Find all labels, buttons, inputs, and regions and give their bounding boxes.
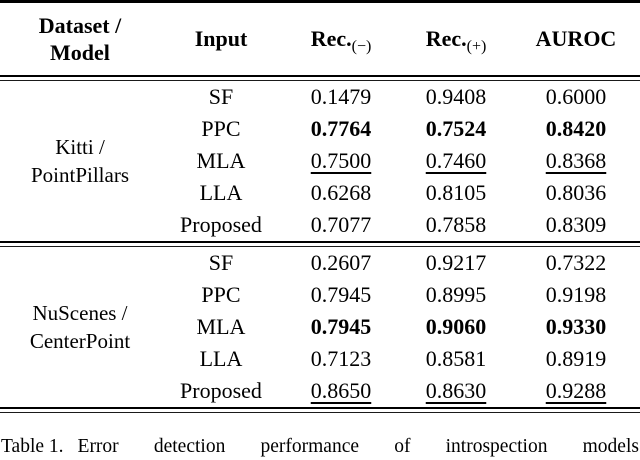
rec-pos-cell: 0.9408 xyxy=(425,84,487,109)
header-input: Input xyxy=(194,26,248,52)
caption-word: performance xyxy=(260,436,360,457)
underlined-value: 0.8650 xyxy=(310,378,372,403)
rec-pos-cell: 0.7524 xyxy=(425,116,487,141)
rec-neg-cell: 0.1479 xyxy=(310,84,372,109)
auroc-cell: 0.8420 xyxy=(545,116,607,141)
table-rule-bottom xyxy=(0,407,640,413)
dataset-line2: CenterPoint xyxy=(29,329,131,353)
rec-pos-cell: 0.8105 xyxy=(425,180,487,205)
header-rec-pos-sub: (+) xyxy=(466,38,487,56)
table-rule-header xyxy=(0,75,640,81)
rec-neg-cell: 0.7945 xyxy=(310,314,372,339)
underlined-value: 0.7460 xyxy=(425,148,487,173)
dataset-cell: Kitti / PointPillars xyxy=(0,133,160,190)
input-cell: MLA xyxy=(196,148,246,173)
rec-neg-cell: 0.7500 xyxy=(282,148,400,174)
rec-neg-cell: 0.7945 xyxy=(310,282,372,307)
header-dataset-line2: Model xyxy=(50,40,110,65)
input-cell: PPC xyxy=(201,282,241,307)
input-cell: LLA xyxy=(199,346,243,371)
input-cell: PPC xyxy=(201,116,241,141)
rec-pos-cell: 0.7460 xyxy=(400,148,512,174)
header-rec-neg: Rec.(−) xyxy=(282,25,400,56)
dataset-cell: NuScenes / CenterPoint xyxy=(0,299,160,356)
table-group-nuscenes-centerpoint: NuScenes / CenterPoint SF 0.2607 0.9217 … xyxy=(0,247,640,407)
header-auroc: AUROC xyxy=(535,26,617,52)
underlined-value: 0.7500 xyxy=(310,148,372,173)
rec-pos-cell: 0.9060 xyxy=(425,314,487,339)
rec-pos-cell: 0.8630 xyxy=(400,378,512,404)
auroc-cell: 0.9288 xyxy=(512,378,640,404)
header-dataset-line1: Dataset / xyxy=(38,12,122,38)
underlined-value: 0.8368 xyxy=(545,148,607,173)
header-rec-pos-main: Rec. xyxy=(425,26,467,52)
header-rec-pos: Rec.(+) xyxy=(400,25,512,56)
header-rec-neg-sub: (−) xyxy=(351,38,372,56)
rec-neg-cell: 0.7764 xyxy=(310,116,372,141)
rec-neg-cell: 0.6268 xyxy=(310,180,372,205)
rec-pos-cell: 0.8995 xyxy=(425,282,487,307)
underlined-value: 0.9288 xyxy=(545,378,607,403)
auroc-cell: 0.8036 xyxy=(545,180,607,205)
underlined-value: 0.8630 xyxy=(425,378,487,403)
caption-word: Error xyxy=(77,436,119,457)
rec-neg-cell: 0.7123 xyxy=(310,346,372,371)
table-header-row: Dataset / Model Input Rec.(−) Rec.(+) AU… xyxy=(0,3,640,75)
caption-word: detection xyxy=(153,436,226,457)
input-cell: LLA xyxy=(199,180,243,205)
rec-pos-cell: 0.8581 xyxy=(425,346,487,371)
auroc-cell: 0.6000 xyxy=(545,84,607,109)
auroc-cell: 0.8309 xyxy=(545,212,607,237)
dataset-line1: NuScenes / xyxy=(32,300,128,325)
table-caption: Table 1. Error detection performance of … xyxy=(0,434,640,460)
table-group-kitti-pointpillars: Kitti / PointPillars SF 0.1479 0.9408 0.… xyxy=(0,81,640,241)
auroc-cell: 0.9198 xyxy=(545,282,607,307)
rec-pos-cell: 0.9217 xyxy=(425,250,487,275)
input-cell: Proposed xyxy=(180,378,262,403)
dataset-line2: PointPillars xyxy=(30,163,130,187)
dataset-line1: Kitti / xyxy=(55,134,105,159)
header-dataset-model: Dataset / Model xyxy=(0,12,160,67)
auroc-cell: 0.7322 xyxy=(545,250,607,275)
auroc-cell: 0.8368 xyxy=(512,148,640,174)
input-cell: MLA xyxy=(196,314,246,339)
caption-word: models xyxy=(582,436,639,457)
input-cell: SF xyxy=(208,250,234,275)
input-cell: Proposed xyxy=(180,212,262,237)
header-rec-neg-main: Rec. xyxy=(310,26,352,52)
caption-word: of xyxy=(394,436,411,457)
rec-pos-cell: 0.7858 xyxy=(425,212,487,237)
auroc-cell: 0.8919 xyxy=(545,346,607,371)
auroc-cell: 0.9330 xyxy=(545,314,607,339)
rec-neg-cell: 0.2607 xyxy=(310,250,372,275)
input-cell: SF xyxy=(208,84,234,109)
caption-text: Error detection performance of introspec… xyxy=(78,434,639,460)
table-rule-group-separator xyxy=(0,241,640,247)
rec-neg-cell: 0.7077 xyxy=(310,212,372,237)
table-rule-top xyxy=(0,0,640,3)
caption-label: Table 1. xyxy=(1,436,64,457)
rec-neg-cell: 0.8650 xyxy=(282,378,400,404)
caption-word: introspection xyxy=(445,436,548,457)
